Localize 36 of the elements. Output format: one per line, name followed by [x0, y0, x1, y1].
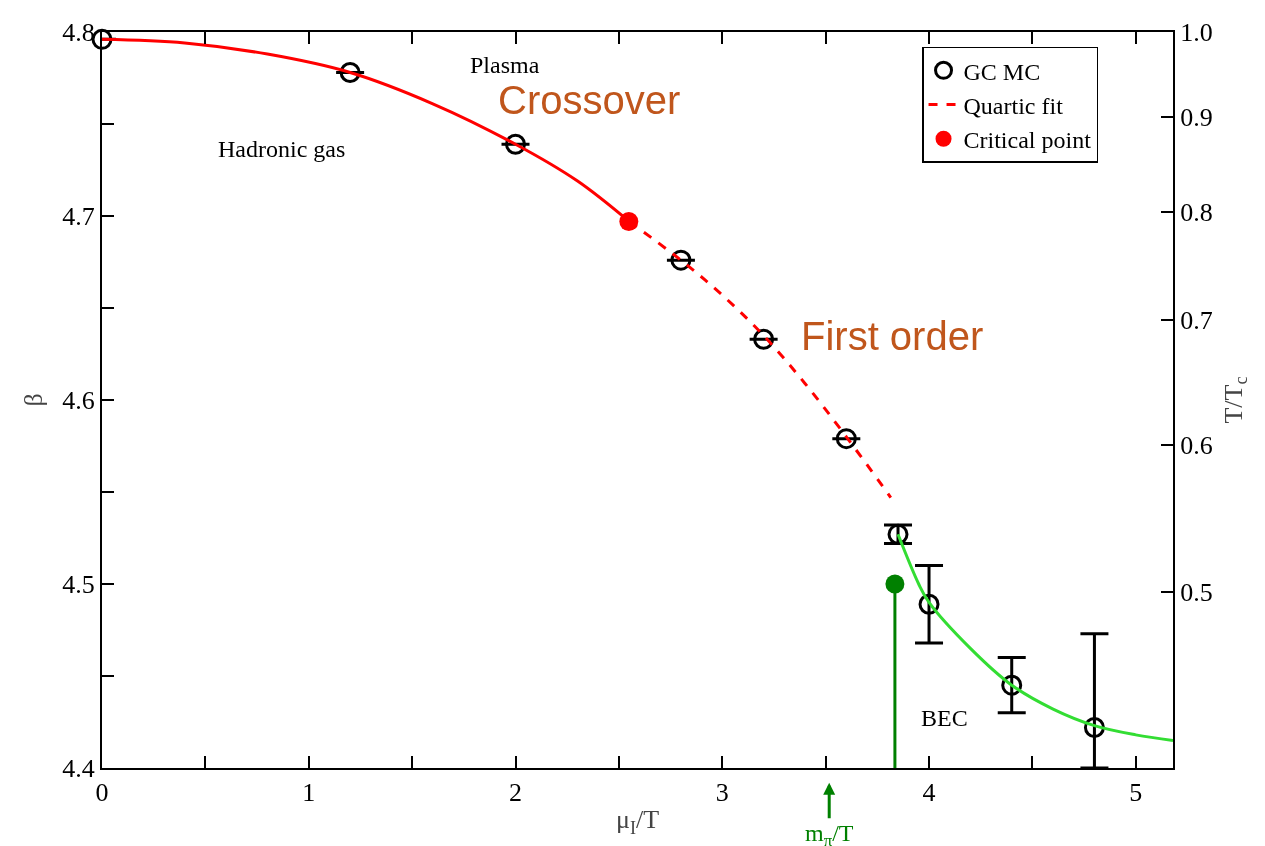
y2-tick-label: 0.5	[1180, 577, 1213, 607]
y-tick-label: 4.7	[62, 202, 95, 232]
legend-label: GC MC	[963, 58, 1041, 85]
point	[505, 133, 527, 155]
y2-tick-label: 0.8	[1180, 198, 1213, 228]
annotation: Hadronic gas	[218, 136, 346, 162]
annotation: Crossover	[498, 78, 681, 122]
x-tick-label: 3	[715, 778, 729, 808]
text: m$_{π}$/T	[805, 820, 854, 846]
x-tick-label: 2	[509, 778, 523, 808]
point	[619, 212, 639, 232]
y2-tick-label: 0.9	[1180, 103, 1213, 133]
y-tick-label: 4.6	[62, 386, 95, 416]
y-tick-label: 4.4	[62, 754, 95, 784]
point	[835, 428, 857, 450]
y-tick-label: 4.8	[62, 18, 95, 48]
legend-label: Critical point	[963, 127, 1092, 154]
point	[339, 61, 361, 83]
point	[1001, 674, 1023, 696]
annotation: Plasma	[470, 52, 540, 78]
point	[885, 574, 905, 594]
y2-tick-label: 0.6	[1180, 430, 1213, 460]
x-tick-label: 4	[922, 778, 936, 808]
point	[753, 328, 775, 350]
point	[918, 593, 940, 615]
annotation: First order	[801, 314, 984, 358]
y-tick-label: 4.5	[62, 570, 95, 600]
x-tick-label: 0	[95, 778, 109, 808]
annotation: BEC	[921, 705, 968, 731]
x-tick-label: 5	[1129, 778, 1143, 808]
x-tick-label: 1	[302, 778, 316, 808]
y-axis-title: β	[19, 393, 49, 407]
y2-tick-label: 0.7	[1180, 306, 1213, 336]
legend-label: Quartic fit	[963, 92, 1064, 119]
x-axis-title: μ$_{I}$/T	[615, 805, 660, 838]
y2-tick-label: 1.0	[1180, 18, 1213, 48]
